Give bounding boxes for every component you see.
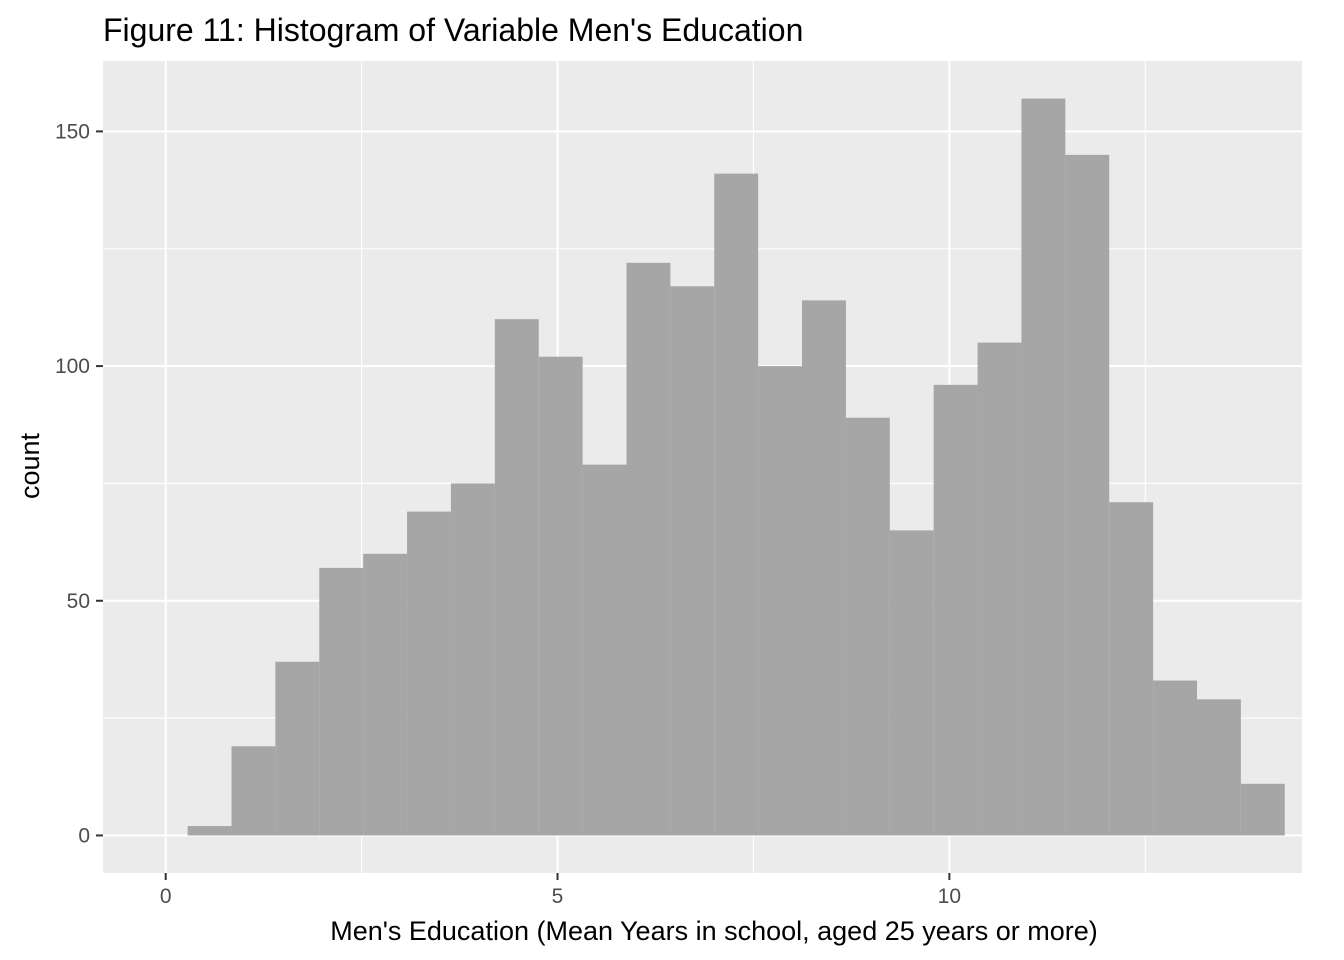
y-tick-label: 50 [67, 590, 90, 613]
histogram-bar-2 [275, 661, 320, 836]
x-axis-title: Men's Education (Mean Years in school, a… [330, 916, 1098, 946]
histogram-bar-22 [1153, 680, 1197, 836]
histogram-bar-10 [626, 262, 671, 836]
histogram-bar-1 [231, 746, 276, 836]
y-axis-title: count [15, 432, 45, 499]
y-tick-label: 150 [55, 120, 90, 143]
histogram-bar-23 [1196, 699, 1241, 836]
histogram-bar-5 [407, 511, 451, 836]
histogram-bar-4 [363, 553, 408, 836]
histogram-bar-12 [714, 173, 759, 836]
histogram-bar-17 [933, 384, 978, 836]
x-tick-label: 0 [160, 885, 172, 908]
histogram-bar-24 [1240, 783, 1285, 836]
x-axis: 0 5 10 [160, 873, 961, 908]
histogram-bar-15 [845, 417, 890, 836]
x-tick-label: 10 [938, 885, 961, 908]
histogram-bar-8 [538, 356, 583, 836]
histogram-bar-18 [977, 342, 1022, 836]
histogram-bar-0 [187, 826, 232, 836]
histogram-bar-14 [802, 300, 846, 836]
histogram-bar-6 [450, 483, 495, 836]
histogram-bar-7 [494, 319, 539, 836]
histogram-bar-9 [582, 464, 627, 836]
y-tick-label: 0 [78, 824, 90, 847]
y-axis: 0 50 100 150 [55, 120, 103, 847]
histogram-bar-11 [670, 286, 715, 836]
chart-title: Figure 11: Histogram of Variable Men's E… [103, 12, 803, 48]
histogram-bar-13 [758, 366, 803, 836]
histogram-bar-20 [1065, 154, 1110, 836]
histogram-bar-21 [1109, 502, 1154, 836]
histogram-bar-3 [319, 567, 364, 836]
histogram-bars [187, 98, 1285, 836]
histogram-bar-16 [889, 530, 934, 836]
histogram-bar-19 [1021, 98, 1066, 836]
y-tick-label: 100 [55, 355, 90, 378]
x-tick-label: 5 [552, 885, 564, 908]
